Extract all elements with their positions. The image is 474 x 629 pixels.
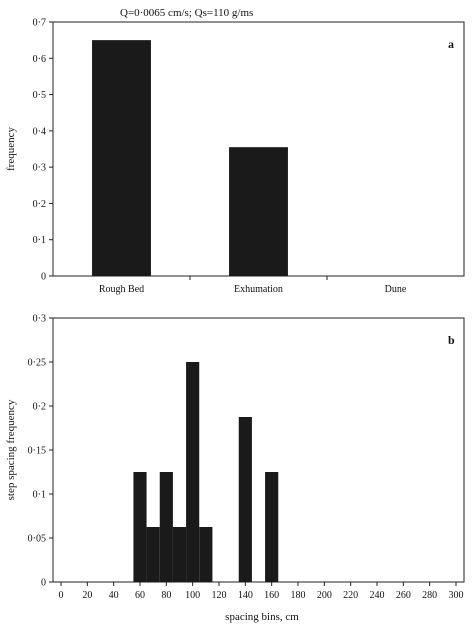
panel-b-bar [265, 472, 279, 582]
panel-b-y-tick-label: 0·2 [33, 402, 46, 413]
panel-a-ylabel: frequency [5, 127, 17, 171]
panel-b-x-tick-label: 220 [343, 590, 358, 601]
panel-a-y-tick-label: 0·2 [33, 199, 46, 210]
panel-b-x-tick-label: 160 [264, 590, 279, 601]
panel-a-x-tick-label: Rough Bed [99, 284, 144, 295]
panel-a-y-tick-label: 0·7 [33, 18, 46, 29]
panel-b-x-tick-label: 0 [59, 590, 64, 601]
panel-b-y-tick-label: 0·15 [28, 446, 46, 457]
panel-b-y-tick-label: 0·05 [28, 534, 46, 545]
panel-b-x-tick-label: 120 [212, 590, 227, 601]
panel-a-y-tick-label: 0·4 [33, 126, 46, 137]
panel-a-y-ticks: 0 0·1 0·2 0·3 0·4 0·5 0·6 0·7 [33, 18, 53, 283]
panel-b-bar [186, 362, 200, 582]
panel-b-bars [133, 362, 279, 582]
panel-b-xlabel: spacing bins, cm [225, 611, 299, 623]
panel-b-plot-frame [52, 317, 465, 583]
panel-b-bar [159, 472, 173, 582]
panel-a-y-tick-label: 0·3 [33, 163, 46, 174]
panel-b-x-tick-label: 300 [449, 590, 464, 601]
panel-b-x-tick-label: 180 [291, 590, 306, 601]
panel-b-y-tick-label: 0·1 [33, 490, 46, 501]
panel-b-x-tick-label: 240 [370, 590, 385, 601]
panel-b-bar [238, 417, 252, 582]
panel-b-x-tick-label: 40 [109, 590, 119, 601]
panel-b-x-tick-label: 80 [161, 590, 171, 601]
panel-b-x-tick-label: 20 [82, 590, 92, 601]
panel-a-y-tick-label: 0·6 [33, 54, 46, 65]
panel-b-y-tick-label: 0 [41, 578, 46, 589]
panel-a-bar [92, 40, 151, 277]
figure-title: Q=0·0065 cm/s; Qs=110 g/ms [120, 7, 253, 19]
panel-a-x-tick-label: Exhumation [234, 284, 283, 295]
panel-b-bar [199, 527, 213, 582]
panel-b-bar [146, 527, 160, 582]
panel-b-x-tick-label: 280 [422, 590, 437, 601]
panel-a-x-tick-label: Dune [385, 284, 407, 295]
panel-b-bar [133, 472, 147, 582]
panel-a-y-tick-label: 0·1 [33, 235, 46, 246]
panel-b-y-ticks: 0 0·05 0·1 0·15 0·2 0·25 0·3 [28, 314, 53, 589]
panel-b: b step spacing frequency spacing bins, c… [5, 314, 465, 623]
panel-b-x-tick-label: 140 [238, 590, 253, 601]
panel-b-ylabel: step spacing frequency [5, 399, 17, 500]
panel-b-bar [172, 527, 187, 582]
panel-a: a frequency 0 0·1 0·2 0·3 0·4 0·5 0·6 0·7 Rough… [5, 18, 465, 295]
panel-b-x-tick-label: 200 [317, 590, 332, 601]
panel-a-label: a [448, 37, 454, 51]
panel-b-y-tick-label: 0·3 [33, 314, 46, 325]
panel-b-x-ticks: 0 20 40 60 80 100 120 140 160 180 200 220 240 260 280 3… [59, 582, 464, 601]
panel-a-y-tick-label: 0·5 [33, 90, 46, 101]
panel-a-x-ticks: Rough Bed Exhumation Dune [99, 276, 407, 295]
panel-b-x-tick-label: 100 [185, 590, 200, 601]
panel-a-bars [92, 40, 288, 277]
panel-b-y-tick-label: 0·25 [28, 358, 46, 369]
panel-b-x-tick-label: 260 [396, 590, 411, 601]
panel-b-x-tick-label: 60 [135, 590, 145, 601]
panel-b-label: b [448, 333, 455, 347]
panel-a-y-tick-label: 0 [41, 272, 46, 283]
panel-a-bar [229, 147, 288, 276]
